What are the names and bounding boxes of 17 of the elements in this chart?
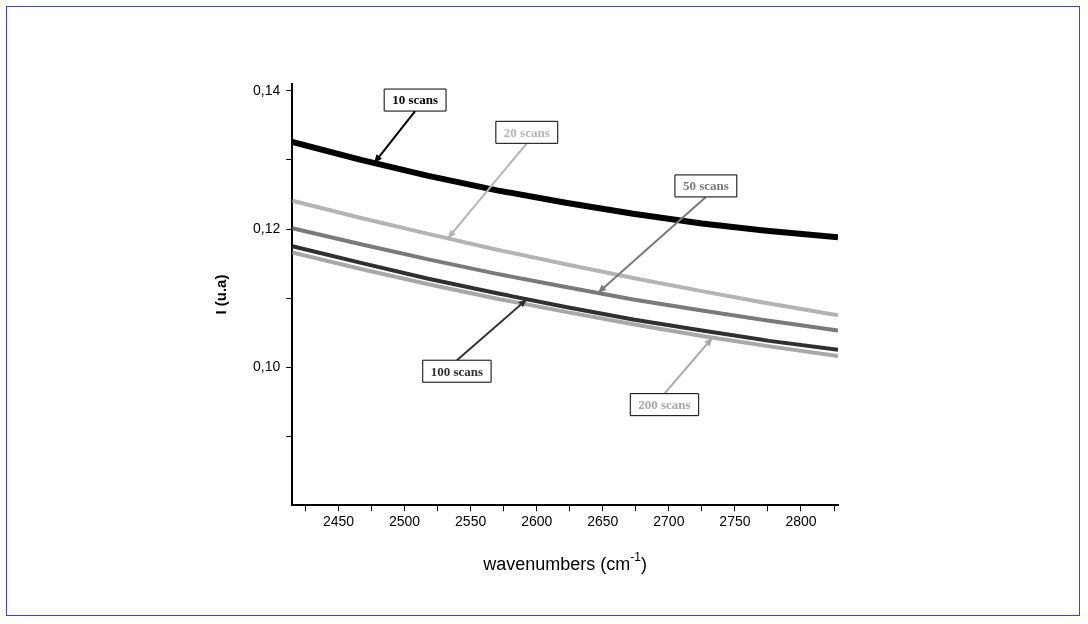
- text: 50 scans: [682, 178, 729, 194]
- x-tick-label: 2450: [322, 513, 355, 530]
- text: 20 scans: [503, 124, 550, 140]
- y-tick-label: 0,14: [253, 81, 281, 98]
- x-tick-label: 2500: [388, 513, 421, 530]
- x-tick-label: 2750: [719, 513, 751, 530]
- x-tick-label: 2650: [587, 513, 619, 530]
- x-tick-label: 2700: [653, 513, 685, 530]
- x-tick-label: 2550: [455, 513, 487, 530]
- y-tick-label: 0,12: [253, 219, 281, 236]
- x-tick-label: 2800: [785, 513, 817, 530]
- text: 200 scans: [638, 397, 691, 413]
- text: 10 scans: [392, 92, 439, 108]
- y-tick-label: 0,10: [253, 357, 281, 374]
- y-axis-title: I (u.a): [212, 274, 230, 315]
- text: 100 scans: [430, 363, 484, 379]
- x-tick-label: 2600: [521, 513, 553, 530]
